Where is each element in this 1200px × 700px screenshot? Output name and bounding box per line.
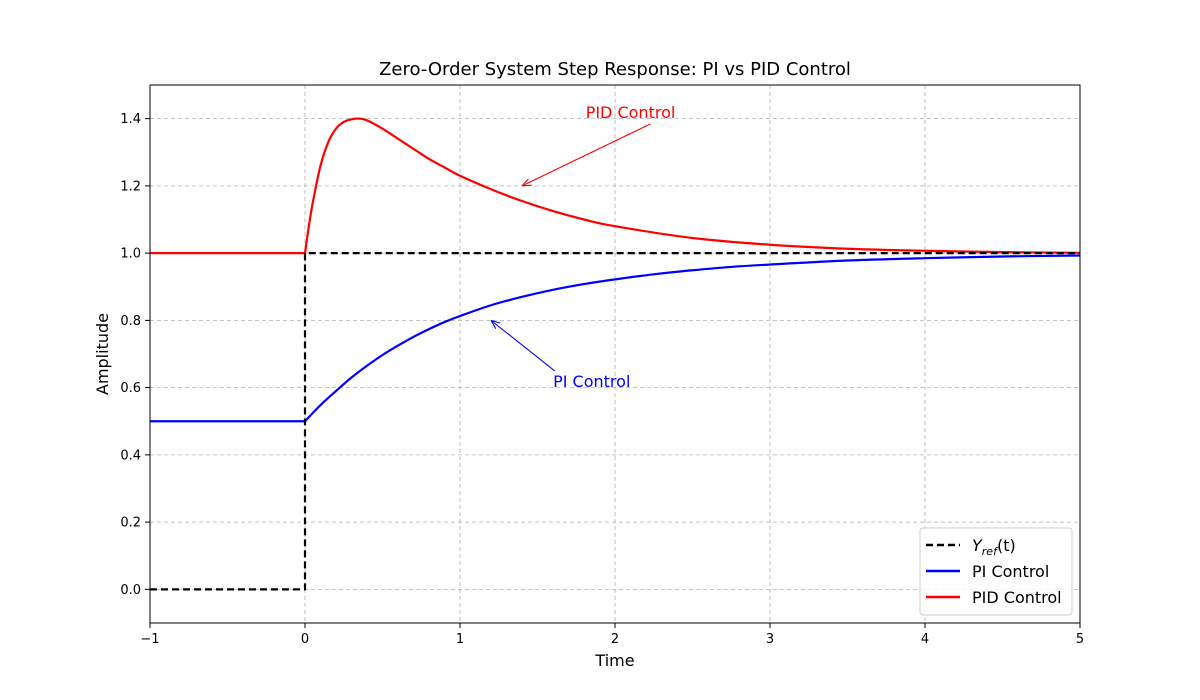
pid-annotation-arrow [522, 123, 651, 186]
ticks: −1 0 1 2 3 4 5 0.0 0.2 0.4 0.6 0.8 1.0 1.2 1.4 [120, 112, 1084, 647]
y-tick-label: 0.6 [120, 381, 141, 396]
legend-label-pid: PID Control [972, 588, 1062, 607]
pi-annotation-arrow [491, 320, 556, 372]
y-tick-label: 0.0 [120, 583, 141, 598]
x-tick-label: 1 [456, 632, 464, 647]
y-tick-label: 1.2 [120, 179, 141, 194]
y-tick-label: 1.0 [120, 247, 141, 262]
y-tick-label: 1.4 [120, 112, 141, 127]
pid-annotation-label: PID Control [586, 103, 676, 122]
pid-control-line [150, 117, 1080, 255]
legend-label-main: Y [972, 536, 983, 555]
y-tick-label: 0.2 [120, 516, 141, 531]
x-tick-label: 5 [1076, 632, 1084, 647]
legend-label-subscript: ref [982, 545, 999, 558]
pi-control-line [150, 254, 1080, 423]
series-layer [150, 117, 1080, 591]
legend-label-yref: Yref(t) [972, 536, 1016, 558]
x-axis-title: Time [594, 651, 634, 670]
legend-box [919, 527, 1073, 616]
legend-label-suffix: (t) [997, 536, 1016, 555]
y-tick-label: 0.4 [120, 448, 141, 463]
legend: Yref(t) PI Control PID Control [919, 527, 1073, 616]
x-tick-label: 4 [921, 632, 929, 647]
annotations: PID Control PI Control [491, 103, 675, 391]
x-tick-label: 3 [766, 632, 774, 647]
chart-title: Zero-Order System Step Response: PI vs P… [379, 59, 851, 80]
x-tick-label: 2 [611, 632, 619, 647]
pi-annotation-label: PI Control [553, 372, 630, 391]
y-axis-title: Amplitude [93, 313, 112, 395]
x-tick-label: −1 [140, 632, 159, 647]
yref-line [150, 252, 1080, 591]
legend-label-pi: PI Control [972, 562, 1049, 581]
y-tick-label: 0.8 [120, 314, 141, 329]
x-tick-label: 0 [301, 632, 309, 647]
